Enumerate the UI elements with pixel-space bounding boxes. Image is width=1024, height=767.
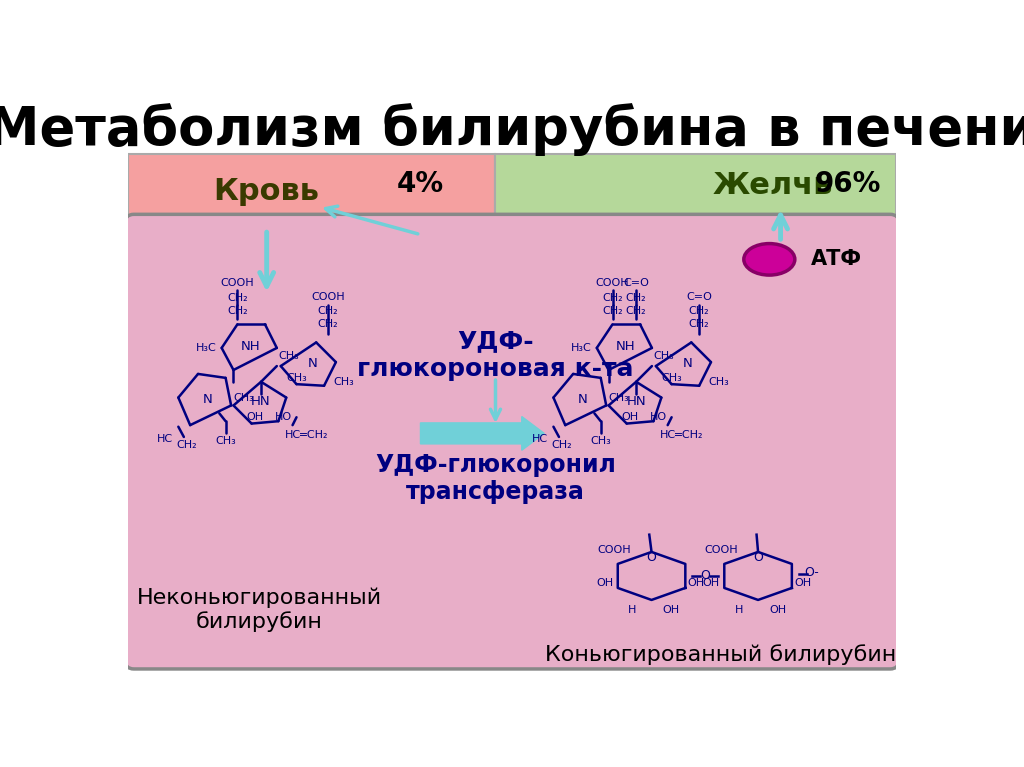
Text: УДФ-
глюкороновая к-та: УДФ- глюкороновая к-та [357,329,634,380]
Text: CH₃: CH₃ [286,373,307,383]
Text: CH₂: CH₂ [602,292,623,302]
Text: CH₂: CH₂ [176,439,197,449]
Text: H: H [734,604,742,614]
Text: N: N [203,393,212,406]
Text: CH₂: CH₂ [626,306,646,316]
Text: HO: HO [649,412,667,423]
Text: CH₃: CH₃ [591,436,611,446]
Text: OH: OH [795,578,811,588]
Text: CH₂: CH₂ [227,306,248,316]
Text: OH: OH [596,578,613,588]
Text: O: O [646,551,656,565]
Text: Кровь: Кровь [214,177,319,206]
Bar [496,154,896,225]
Text: OH: OH [702,578,720,588]
Text: O-: O- [805,567,819,579]
Bar [128,154,496,225]
Text: Желчь: Желчь [713,171,834,200]
Text: CH₃: CH₃ [608,393,629,403]
Text: H₃C: H₃C [196,343,216,353]
Text: Коньюгированный билирубин: Коньюгированный билирубин [545,644,896,665]
Text: OH: OH [663,604,680,614]
Text: HN: HN [251,395,271,408]
Text: CH₃: CH₃ [709,377,729,387]
Text: HO: HO [274,412,292,423]
Text: УДФ-глюкоронил
трансфераза: УДФ-глюкоронил трансфераза [375,453,615,505]
Text: COOH: COOH [598,545,631,555]
Text: N: N [682,357,692,370]
FancyBboxPatch shape [125,214,899,669]
Text: CH₂: CH₂ [689,319,710,329]
Text: HN: HN [627,395,646,408]
Text: HC: HC [531,433,548,443]
Text: CH₃: CH₃ [215,436,236,446]
Text: O: O [699,569,710,582]
Text: COOH: COOH [596,278,630,288]
Text: O: O [753,551,763,565]
Text: H: H [628,604,636,614]
Text: CH₂: CH₂ [626,292,646,302]
Text: N: N [307,357,317,370]
Text: OH: OH [769,604,786,614]
Text: CH₃: CH₃ [334,377,354,387]
Text: CH₃: CH₃ [662,373,682,383]
Text: CH₂: CH₂ [227,292,248,302]
Text: COOH: COOH [311,291,345,301]
Text: CH₃: CH₃ [279,351,299,360]
Text: COOH: COOH [220,278,254,288]
Text: HC═CH₂: HC═CH₂ [285,430,329,439]
Text: C=O: C=O [686,291,712,301]
Ellipse shape [743,244,795,275]
Text: Неконьюгированный
билирубин: Неконьюгированный билирубин [136,588,382,632]
Text: HC═CH₂: HC═CH₂ [660,430,703,439]
Text: NH: NH [241,340,261,353]
Text: CH₂: CH₂ [317,319,338,329]
Text: 96%: 96% [815,170,882,199]
Text: OH: OH [688,578,705,588]
FancyArrow shape [421,416,545,450]
Text: COOH: COOH [705,545,738,555]
Text: OH: OH [246,412,263,423]
Text: CH₂: CH₂ [689,306,710,316]
Text: OH: OH [622,412,638,423]
Text: CH₂: CH₂ [317,306,338,316]
Text: CH₃: CH₃ [233,393,254,403]
Text: HC: HC [157,433,173,443]
Text: CH₃: CH₃ [653,351,674,360]
Text: NH: NH [616,340,636,353]
Text: H₃C: H₃C [570,343,592,353]
Text: АТФ: АТФ [811,249,861,269]
Text: CH₂: CH₂ [551,439,571,449]
Text: C=O: C=O [624,278,649,288]
Text: 4%: 4% [397,170,444,199]
Text: CH₂: CH₂ [602,306,623,316]
Text: Метаболизм билирубина в печени: Метаболизм билирубина в печени [0,103,1024,156]
Text: N: N [578,393,588,406]
